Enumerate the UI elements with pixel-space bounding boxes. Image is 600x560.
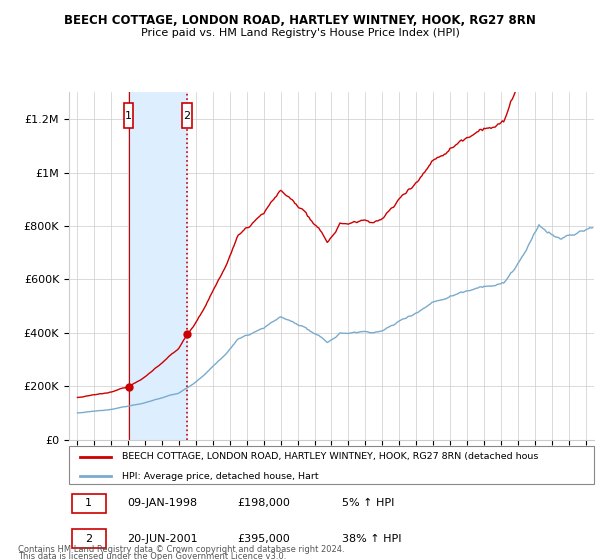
- FancyBboxPatch shape: [182, 103, 191, 128]
- Text: 20-JUN-2001: 20-JUN-2001: [127, 534, 197, 544]
- FancyBboxPatch shape: [69, 446, 594, 484]
- Text: 1: 1: [85, 498, 92, 508]
- Text: Price paid vs. HM Land Registry's House Price Index (HPI): Price paid vs. HM Land Registry's House …: [140, 28, 460, 38]
- FancyBboxPatch shape: [71, 529, 106, 548]
- Text: This data is licensed under the Open Government Licence v3.0.: This data is licensed under the Open Gov…: [18, 552, 286, 560]
- Text: 38% ↑ HPI: 38% ↑ HPI: [342, 534, 401, 544]
- Text: BEECH COTTAGE, LONDON ROAD, HARTLEY WINTNEY, HOOK, RG27 8RN (detached hous: BEECH COTTAGE, LONDON ROAD, HARTLEY WINT…: [121, 452, 538, 461]
- Text: 5% ↑ HPI: 5% ↑ HPI: [342, 498, 394, 508]
- Text: 2: 2: [184, 111, 191, 121]
- Text: BEECH COTTAGE, LONDON ROAD, HARTLEY WINTNEY, HOOK, RG27 8RN: BEECH COTTAGE, LONDON ROAD, HARTLEY WINT…: [64, 14, 536, 27]
- Text: Contains HM Land Registry data © Crown copyright and database right 2024.: Contains HM Land Registry data © Crown c…: [18, 545, 344, 554]
- FancyBboxPatch shape: [71, 494, 106, 513]
- Text: £395,000: £395,000: [237, 534, 290, 544]
- Text: 09-JAN-1998: 09-JAN-1998: [127, 498, 197, 508]
- FancyBboxPatch shape: [124, 103, 133, 128]
- Text: HPI: Average price, detached house, Hart: HPI: Average price, detached house, Hart: [121, 472, 318, 480]
- Bar: [129, 92, 187, 440]
- Text: 1: 1: [125, 111, 132, 121]
- Text: £198,000: £198,000: [237, 498, 290, 508]
- Text: 2: 2: [85, 534, 92, 544]
